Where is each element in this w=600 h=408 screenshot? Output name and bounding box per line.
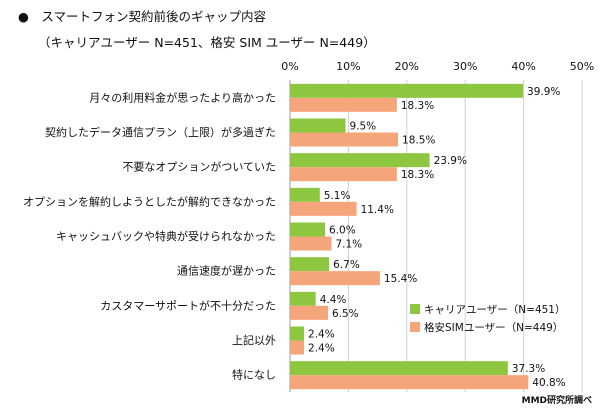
chart-title: ● スマートフォン契約前後のギャップ内容	[18, 9, 267, 24]
bar	[290, 222, 326, 237]
data-label: 40.8%	[532, 377, 565, 389]
data-label: 18.3%	[401, 169, 434, 181]
data-label: 4.4%	[320, 294, 347, 306]
legend-label: 格安SIMユーザー（N=449）	[424, 321, 563, 334]
legend-swatch	[410, 322, 420, 332]
data-label: 7.1%	[335, 239, 362, 251]
bar	[290, 153, 430, 168]
tick-label: 50%	[570, 60, 594, 73]
source-credit: MMD研究所調べ	[521, 396, 592, 406]
chart-subtitle: （キャリアユーザー N=451、格安 SIM ユーザー N=449）	[38, 35, 376, 50]
bar	[290, 83, 524, 98]
data-label: 6.0%	[329, 225, 356, 237]
category-label: オプションを解約しようとしたが解約できなかった	[23, 194, 276, 208]
bar	[290, 271, 380, 286]
bar	[290, 97, 397, 112]
category-label: 不要なオプションがついていた	[122, 160, 276, 174]
category-label: 上記以外	[232, 333, 276, 347]
bar	[290, 118, 346, 133]
bar	[290, 326, 305, 341]
bar	[290, 257, 330, 272]
data-label: 23.9%	[434, 155, 467, 167]
category-label: 通信速度が遅かった	[177, 264, 276, 278]
bar	[290, 340, 305, 355]
data-label: 11.4%	[361, 204, 394, 216]
data-label: 9.5%	[349, 121, 376, 133]
tick-label: 30%	[453, 60, 477, 73]
data-label: 18.3%	[401, 100, 434, 112]
tick-label: 10%	[336, 60, 360, 73]
category-label: 月々の利用料金が思ったより高かった	[89, 90, 276, 104]
bar	[290, 187, 320, 202]
category-label: 契約したデータ通信プラン（上限）が多過ぎた	[45, 125, 276, 139]
data-label: 2.4%	[308, 329, 335, 341]
bars	[290, 83, 529, 390]
category-label: 特になし	[232, 368, 276, 382]
data-label: 6.5%	[332, 308, 359, 320]
data-label: 39.9%	[527, 86, 560, 98]
bar	[290, 167, 397, 182]
data-label: 5.1%	[324, 190, 351, 202]
tick-label: 20%	[395, 60, 419, 73]
bar	[290, 361, 508, 376]
data-label: 37.3%	[512, 363, 545, 375]
legend-swatch	[410, 304, 420, 314]
data-label: 15.4%	[384, 273, 417, 285]
bar	[290, 236, 332, 251]
data-labels: 39.9%18.3%9.5%18.5%23.9%18.3%5.1%11.4%6.…	[308, 86, 566, 389]
category-label: キャッシュバックや特典が受けられなかった	[56, 229, 276, 243]
bar	[290, 201, 357, 216]
category-labels: 月々の利用料金が思ったより高かった契約したデータ通信プラン（上限）が多過ぎた不要…	[23, 90, 276, 381]
legend-label: キャリアユーザー（N=451）	[424, 304, 565, 316]
tick-label: 0%	[281, 60, 298, 73]
category-label: カスタマーサポートが不十分だった	[100, 298, 276, 312]
bar	[290, 375, 529, 390]
data-label: 18.5%	[402, 135, 435, 147]
bar	[290, 132, 399, 147]
data-label: 2.4%	[308, 343, 335, 355]
x-axis-ticks: 0% 10% 20% 30% 40% 50%	[281, 60, 594, 73]
data-label: 6.7%	[333, 259, 360, 271]
tick-label: 40%	[511, 60, 535, 73]
bar	[290, 291, 316, 306]
bar	[290, 305, 328, 320]
legend: キャリアユーザー（N=451） 格安SIMユーザー（N=449）	[410, 304, 565, 334]
